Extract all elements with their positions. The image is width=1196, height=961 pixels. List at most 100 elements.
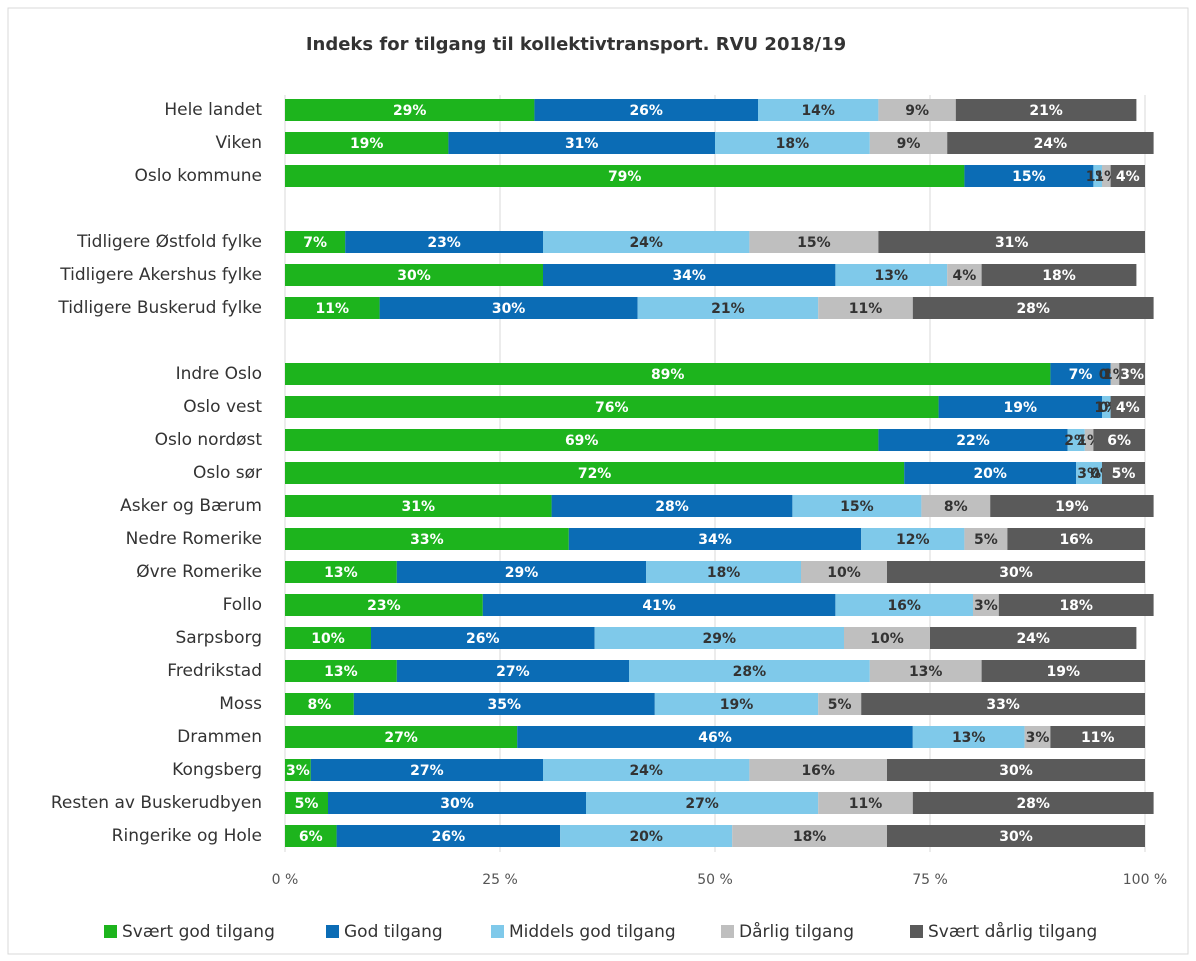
category-label: Nedre Romerike xyxy=(126,529,262,549)
bar-segment xyxy=(749,759,887,781)
category-label: Hele landet xyxy=(164,100,262,120)
bar-segment xyxy=(543,264,836,286)
data-label: 11% xyxy=(849,796,883,812)
bar-segment xyxy=(964,528,1008,550)
data-label: 16% xyxy=(1059,532,1093,548)
data-label: 79% xyxy=(608,169,642,185)
bar-segment xyxy=(371,627,595,649)
bar-segment xyxy=(396,561,647,583)
bar-segment xyxy=(285,132,449,154)
category-label: Follo xyxy=(223,595,262,615)
x-tick-label: 75 % xyxy=(912,872,948,888)
legend-label: God tilgang xyxy=(344,922,443,942)
data-label: 21% xyxy=(1029,103,1063,119)
data-label: 28% xyxy=(655,499,689,515)
data-label: 16% xyxy=(801,763,835,779)
bar-segment xyxy=(534,99,758,121)
data-label: 20% xyxy=(629,829,663,845)
bar-segment xyxy=(835,264,948,286)
bar-segment xyxy=(878,429,1068,451)
category-label: Oslo nordøst xyxy=(155,430,263,450)
bar-segment xyxy=(285,231,346,253)
bar-segment xyxy=(1110,165,1145,187)
bar-segment xyxy=(930,627,1137,649)
bar-segment xyxy=(637,297,819,319)
data-label: 8% xyxy=(944,499,968,515)
category-label: Tidligere Akershus fylke xyxy=(59,265,262,285)
data-label: 19% xyxy=(1047,664,1081,680)
legend-label: Svært dårlig tilgang xyxy=(928,921,1097,942)
data-label: 19% xyxy=(1004,400,1038,416)
chart-title: Indeks for tilgang til kollektivtranspor… xyxy=(306,34,846,55)
data-label: 29% xyxy=(505,565,539,581)
data-label: 30% xyxy=(999,565,1033,581)
bar-segment xyxy=(517,726,913,748)
bar-segment xyxy=(285,726,518,748)
category-label: Moss xyxy=(219,694,262,714)
bar-segment xyxy=(336,825,561,847)
bar-segment xyxy=(345,231,543,253)
data-label: 5% xyxy=(828,697,852,713)
category-label: Asker og Bærum xyxy=(120,496,262,516)
data-label: 13% xyxy=(909,664,943,680)
category-label: Tidligere Østfold fylke xyxy=(76,232,262,252)
bar-segment xyxy=(861,693,1145,715)
bar-segment xyxy=(285,363,1051,385)
data-label: 27% xyxy=(384,730,418,746)
bar-segment xyxy=(1050,726,1145,748)
data-label: 22% xyxy=(956,433,990,449)
x-tick-label: 100 % xyxy=(1123,872,1167,888)
bar-segment xyxy=(448,132,715,154)
data-label: 2% xyxy=(1064,433,1088,449)
bar-segment xyxy=(1110,363,1120,385)
data-label: 29% xyxy=(393,103,427,119)
bar-segment xyxy=(835,594,973,616)
bar-segment xyxy=(285,99,535,121)
data-label: 9% xyxy=(905,103,929,119)
data-label: 46% xyxy=(698,730,732,746)
data-label: 15% xyxy=(797,235,831,251)
data-label: 30% xyxy=(492,301,526,317)
data-label: 26% xyxy=(466,631,500,647)
category-label: Indre Oslo xyxy=(176,364,262,384)
bar-segment xyxy=(560,825,733,847)
bar-segment xyxy=(353,693,655,715)
category-label: Oslo vest xyxy=(183,397,262,417)
data-label: 15% xyxy=(1012,169,1046,185)
bar-segment xyxy=(586,792,819,814)
legend-swatch xyxy=(721,925,734,938)
data-label: 18% xyxy=(793,829,827,845)
bar-segment xyxy=(818,693,862,715)
bar-segment xyxy=(947,264,982,286)
category-label: Sarpsborg xyxy=(175,628,262,648)
bar-segment xyxy=(285,165,965,187)
data-label: 41% xyxy=(642,598,676,614)
bar-segment xyxy=(285,495,552,517)
bar-segment xyxy=(818,297,913,319)
bar-segment xyxy=(568,528,862,550)
bar-segment xyxy=(758,99,879,121)
category-label: Resten av Buskerudbyen xyxy=(51,793,262,813)
bar-segment xyxy=(955,99,1137,121)
bar-segment xyxy=(878,99,956,121)
data-label: 5% xyxy=(974,532,998,548)
data-label: 33% xyxy=(986,697,1020,713)
bar-segment xyxy=(715,132,870,154)
data-label: 89% xyxy=(651,367,685,383)
bar-segment xyxy=(328,792,586,814)
legend-swatch xyxy=(104,925,117,938)
legend-swatch xyxy=(910,925,923,938)
data-label: 3% xyxy=(1077,466,1101,482)
data-label: 19% xyxy=(1055,499,1089,515)
data-label: 3% xyxy=(286,763,310,779)
data-label: 24% xyxy=(629,235,663,251)
bar-segment xyxy=(285,594,483,616)
data-label: 13% xyxy=(324,565,358,581)
bar-segment xyxy=(1024,726,1051,748)
bar-segment xyxy=(285,429,879,451)
data-label: 31% xyxy=(565,136,599,152)
bar-segment xyxy=(1102,165,1111,187)
bar-segment xyxy=(912,792,1154,814)
x-tick-label: 50 % xyxy=(697,872,733,888)
bar-segment xyxy=(285,297,380,319)
